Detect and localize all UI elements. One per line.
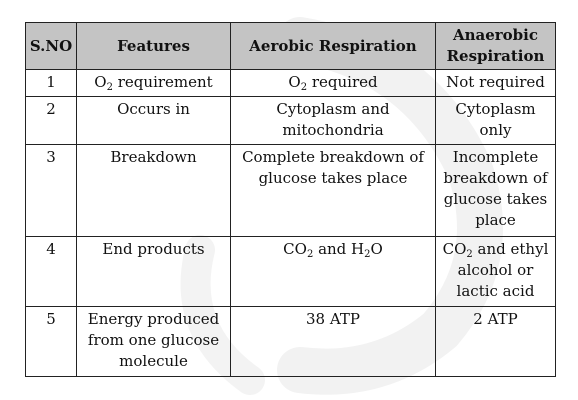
header-features: Features — [76, 22, 231, 70]
table-row: 5 Energy produced from one glucose molec… — [25, 306, 556, 377]
cell-aerobic: CO2 and H2O — [230, 236, 436, 307]
cell-feature: Breakdown — [76, 144, 231, 237]
header-anaerobic: Anaerobic Respiration — [435, 22, 556, 70]
cell-aerobic: 38 ATP — [230, 306, 436, 377]
cell-feature: Occurs in — [76, 96, 231, 145]
table-row: 2 Occurs in Cytoplasm and mitochondria C… — [25, 96, 556, 145]
cell-anaerobic: Incomplete breakdown of glucose takes pl… — [435, 144, 556, 237]
header-sno: S.NO — [25, 22, 77, 70]
cell-sno: 3 — [25, 144, 77, 237]
header-aerobic: Aerobic Respiration — [230, 22, 436, 70]
cell-anaerobic: Not required — [435, 69, 556, 97]
table-row: 1 O2 requirement O2 required Not require… — [25, 69, 556, 97]
cell-anaerobic: 2 ATP — [435, 306, 556, 377]
table-header-row: S.NO Features Aerobic Respiration Anaero… — [25, 22, 556, 70]
cell-feature: O2 requirement — [76, 69, 231, 97]
cell-aerobic: Cytoplasm and mitochondria — [230, 96, 436, 145]
cell-feature: End products — [76, 236, 231, 307]
cell-sno: 1 — [25, 69, 77, 97]
table-row: 4 End products CO2 and H2O CO2 and ethyl… — [25, 236, 556, 307]
cell-anaerobic: CO2 and ethyl alcohol or lactic acid — [435, 236, 556, 307]
cell-sno: 5 — [25, 306, 77, 377]
cell-sno: 2 — [25, 96, 77, 145]
cell-anaerobic: Cytoplasm only — [435, 96, 556, 145]
respiration-comparison-table: S.NO Features Aerobic Respiration Anaero… — [25, 22, 556, 377]
cell-aerobic: O2 required — [230, 69, 436, 97]
cell-feature: Energy produced from one glucose molecul… — [76, 306, 231, 377]
cell-sno: 4 — [25, 236, 77, 307]
table-row: 3 Breakdown Complete breakdown of glucos… — [25, 144, 556, 237]
cell-aerobic: Complete breakdown of glucose takes plac… — [230, 144, 436, 237]
